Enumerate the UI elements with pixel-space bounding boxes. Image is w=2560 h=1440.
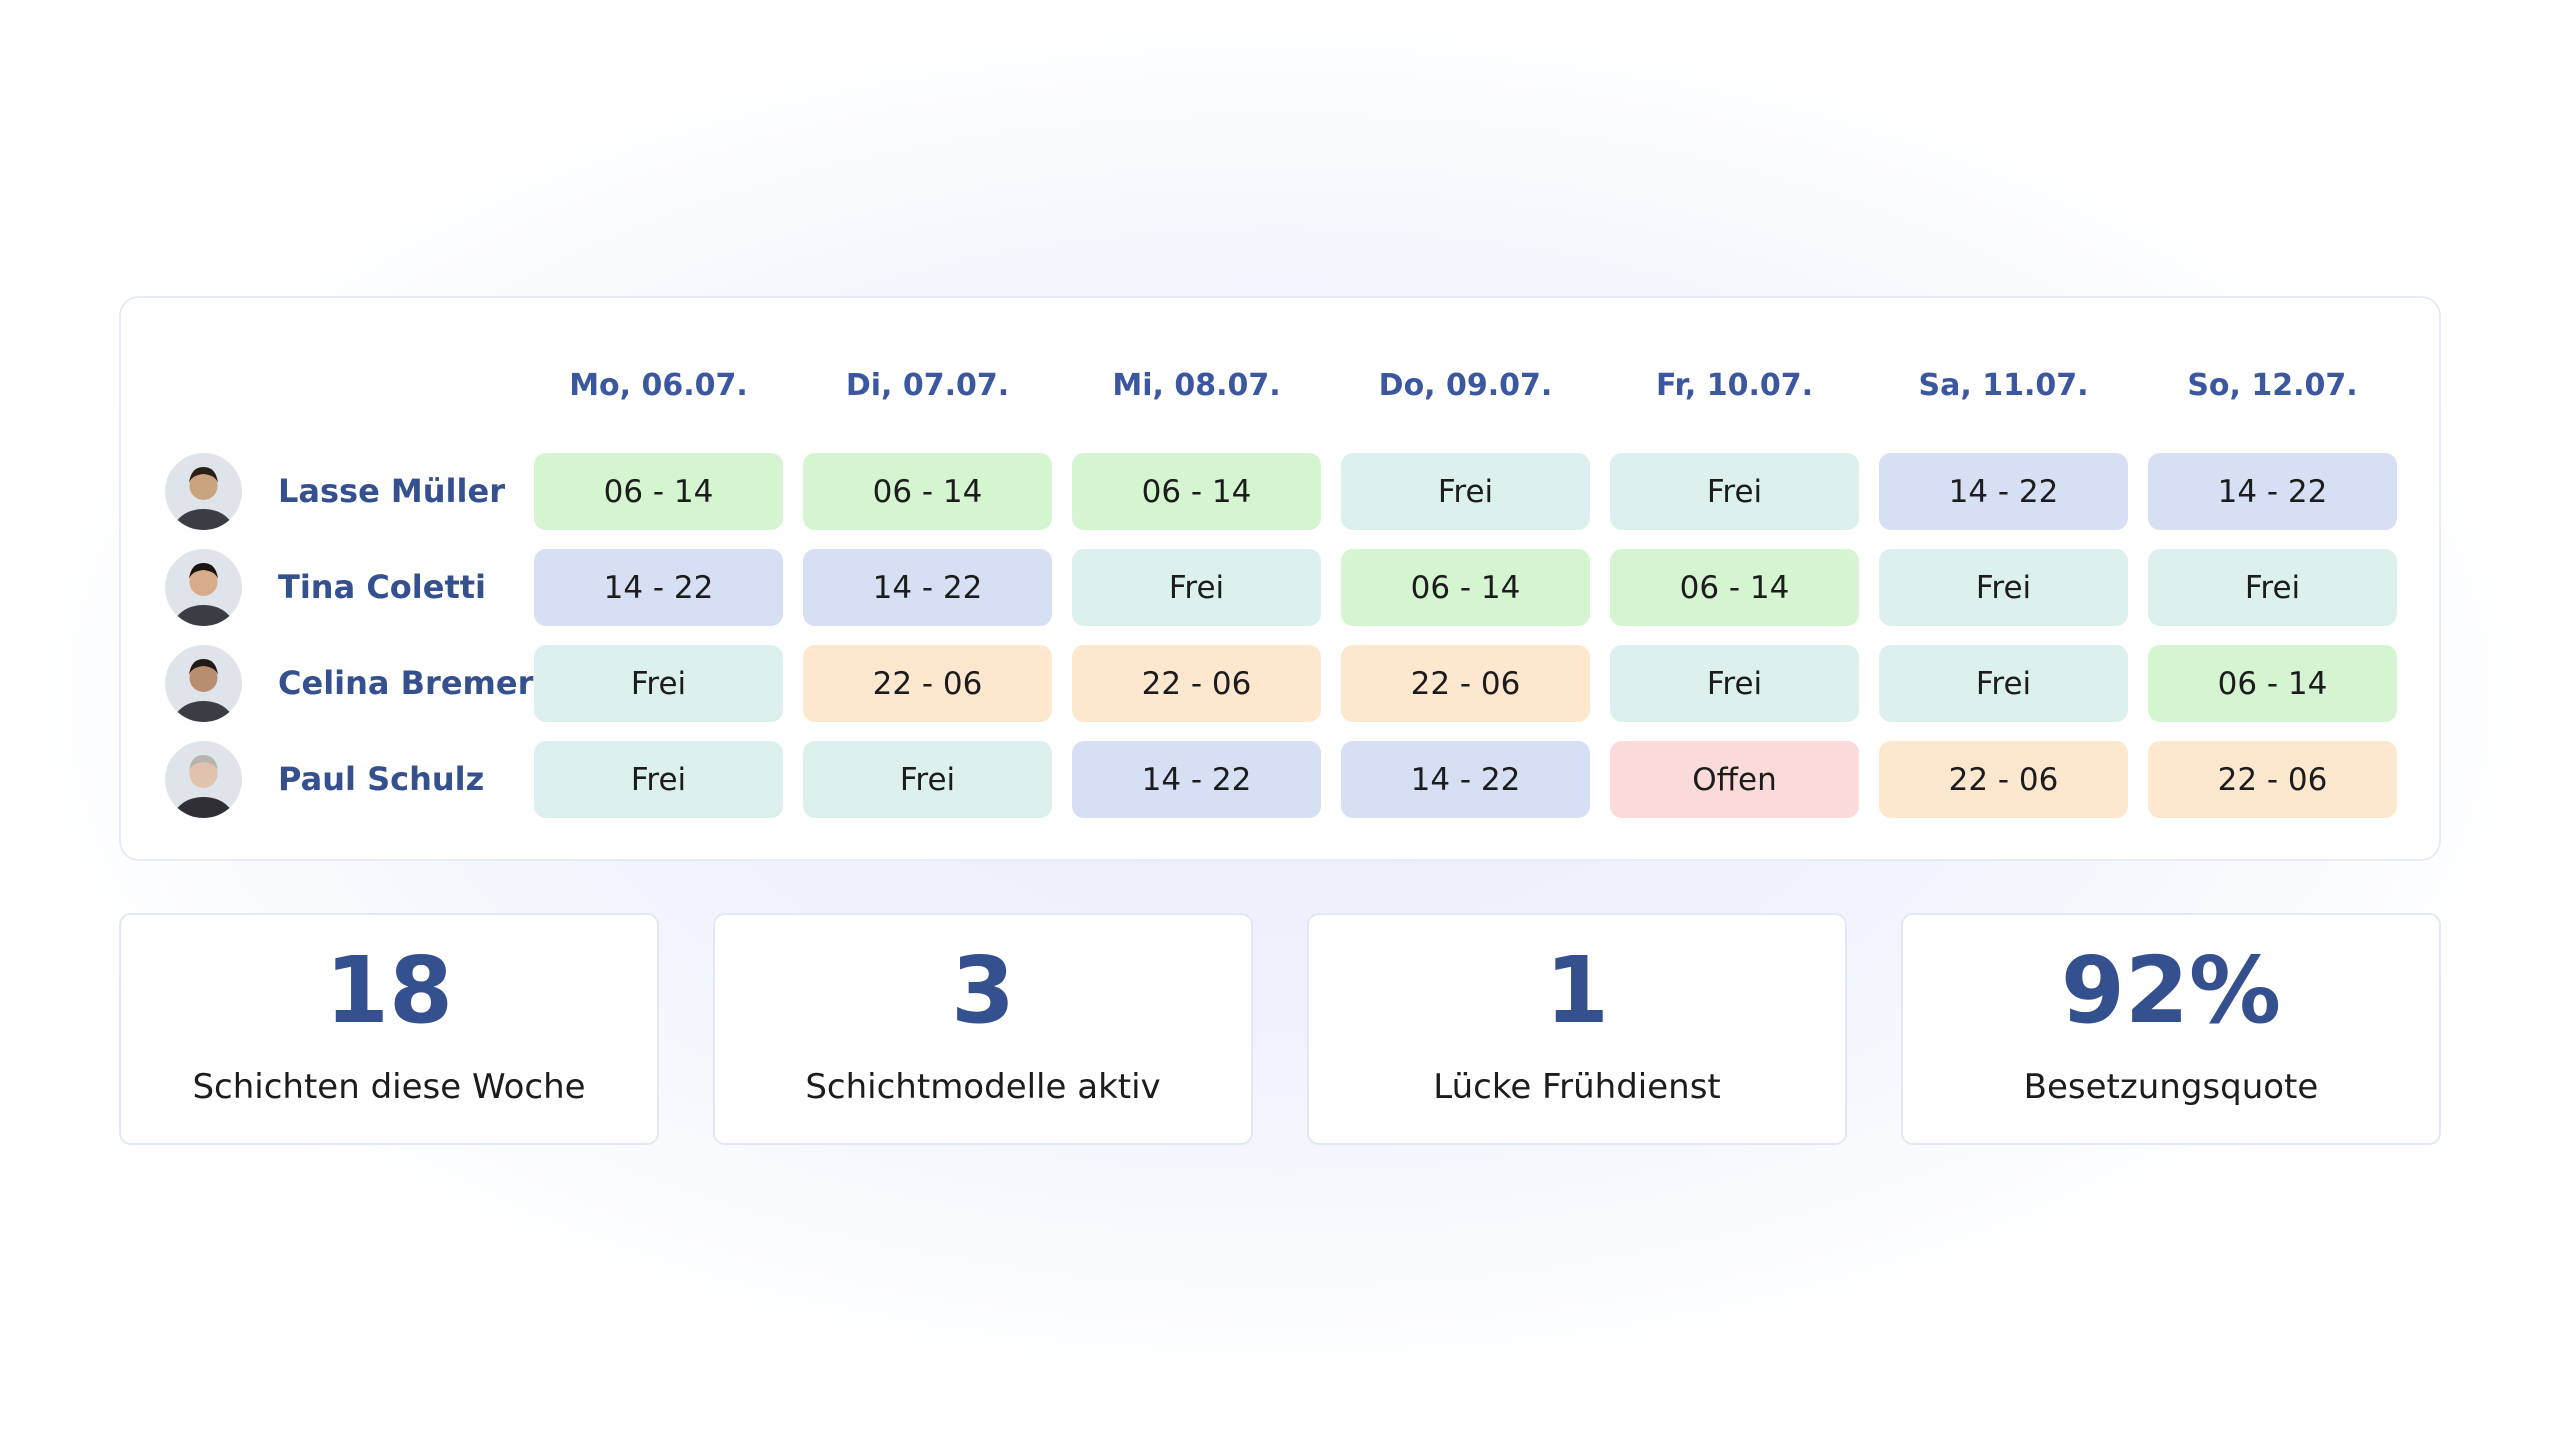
stat-card: 18 Schichten diese Woche: [119, 913, 659, 1145]
stat-label: Lücke Frühdienst: [1433, 1067, 1721, 1107]
day-header: Sa, 11.07.: [1918, 368, 2089, 403]
stat-value: 92%: [2060, 937, 2282, 1044]
shift-cell: 14 - 22: [1341, 741, 1590, 818]
stat-card: 1 Lücke Frühdienst: [1307, 913, 1847, 1145]
shift-cell: 06 - 14: [803, 453, 1052, 530]
employee-name: Paul Schulz: [278, 760, 485, 798]
employee-name: Celina Bremer: [278, 664, 534, 702]
shift-cell: 14 - 22: [534, 549, 783, 626]
day-header: Fr, 10.07.: [1655, 368, 1814, 403]
employee-name: Lasse Müller: [278, 472, 505, 510]
shift-cell: Frei: [1610, 645, 1859, 722]
day-header: So, 12.07.: [2187, 368, 2358, 403]
shift-cell: 06 - 14: [1072, 453, 1321, 530]
avatar: [165, 453, 242, 530]
shift-cell: 14 - 22: [1072, 741, 1321, 818]
avatar-image: [173, 563, 234, 626]
shift-cell: Offen: [1610, 741, 1859, 818]
day-header: Do, 09.07.: [1378, 368, 1553, 403]
stat-label: Schichtmodelle aktiv: [805, 1067, 1161, 1107]
shift-cell: Frei: [2148, 549, 2397, 626]
shift-cell: Frei: [803, 741, 1052, 818]
stat-card: 3 Schichtmodelle aktiv: [713, 913, 1253, 1145]
stat-value: 18: [324, 937, 454, 1044]
shift-cell: Frei: [1610, 453, 1859, 530]
day-header: Mi, 08.07.: [1112, 368, 1281, 403]
shift-cell: Frei: [534, 645, 783, 722]
shift-cell: 14 - 22: [1879, 453, 2128, 530]
stat-card: 92% Besetzungsquote: [1901, 913, 2441, 1145]
avatar-image: [173, 659, 234, 722]
avatar: [165, 645, 242, 722]
shift-cell: 22 - 06: [1341, 645, 1590, 722]
shift-cell: 06 - 14: [534, 453, 783, 530]
shift-cell: Frei: [1341, 453, 1590, 530]
avatar: [165, 741, 242, 818]
shift-cell: Frei: [534, 741, 783, 818]
shift-cell: Frei: [1072, 549, 1321, 626]
shift-cell: 06 - 14: [1610, 549, 1859, 626]
avatar: [165, 549, 242, 626]
shift-cell: 22 - 06: [803, 645, 1052, 722]
avatar-image: [173, 467, 234, 530]
day-header: Mo, 06.07.: [569, 368, 748, 403]
avatar-image: [173, 755, 234, 818]
shift-cell: 22 - 06: [1879, 741, 2128, 818]
shift-cell: 06 - 14: [2148, 645, 2397, 722]
shift-cell: 14 - 22: [803, 549, 1052, 626]
shift-cell: 14 - 22: [2148, 453, 2397, 530]
shift-cell: Frei: [1879, 549, 2128, 626]
shift-cell: 22 - 06: [2148, 741, 2397, 818]
schedule-board: Mo, 06.07. Di, 07.07. Mi, 08.07. Do, 09.07.…: [119, 296, 2441, 861]
stat-label: Besetzungsquote: [2023, 1067, 2319, 1107]
shift-cell: Frei: [1879, 645, 2128, 722]
stat-value: 3: [950, 937, 1015, 1044]
employee-name: Tina Coletti: [278, 568, 487, 606]
stat-value: 1: [1544, 937, 1609, 1044]
stat-label: Schichten diese Woche: [192, 1067, 586, 1107]
shift-cell: 22 - 06: [1072, 645, 1321, 722]
shift-cell: 06 - 14: [1341, 549, 1590, 626]
day-header: Di, 07.07.: [845, 368, 1010, 403]
